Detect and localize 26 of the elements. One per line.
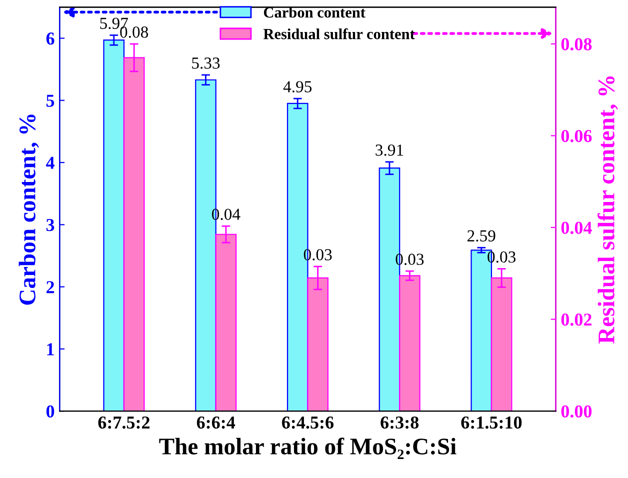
y2-tick-label: 0.06 [561,130,592,142]
y2-tick-label: 0.02 [561,314,592,326]
legend-label: Carbon content [264,6,366,18]
x-axis-title: The molar ratio of MoS₂:C:Si [159,438,456,459]
y2-tick-label: 0.04 [561,222,592,234]
y2-tick-label: 0.00 [561,405,592,418]
y-tick-label: 0 [46,405,54,418]
data-label: 2.59 [468,230,496,242]
y2-axis-title: Residual sulfur content, % [598,76,618,344]
y2-tick-label: 0.08 [561,38,592,50]
data-label: 4.95 [283,81,312,92]
y-tick-label: 5 [46,94,54,107]
y-tick-label: 6 [46,32,54,45]
legend-label: Residual sulfur content [263,28,415,40]
data-label: 3.91 [376,144,404,156]
x-tick-label: 6:4.5:6 [282,416,334,429]
y-tick-label: 1 [47,343,54,356]
y-tick-label: 3 [46,218,54,232]
x-tick-label: 6:7.5:2 [98,416,150,429]
x-tick-label: 6:1.5:10 [461,416,522,429]
x-tick-label: 6:6:4 [196,416,236,429]
x-tick-label: 6:3:8 [380,416,419,429]
y-axis-title: Carbon content, % [18,114,39,305]
y-tick-label: 4 [46,156,54,169]
data-label: 5.33 [192,58,220,69]
y-tick-label: 2 [46,281,54,294]
